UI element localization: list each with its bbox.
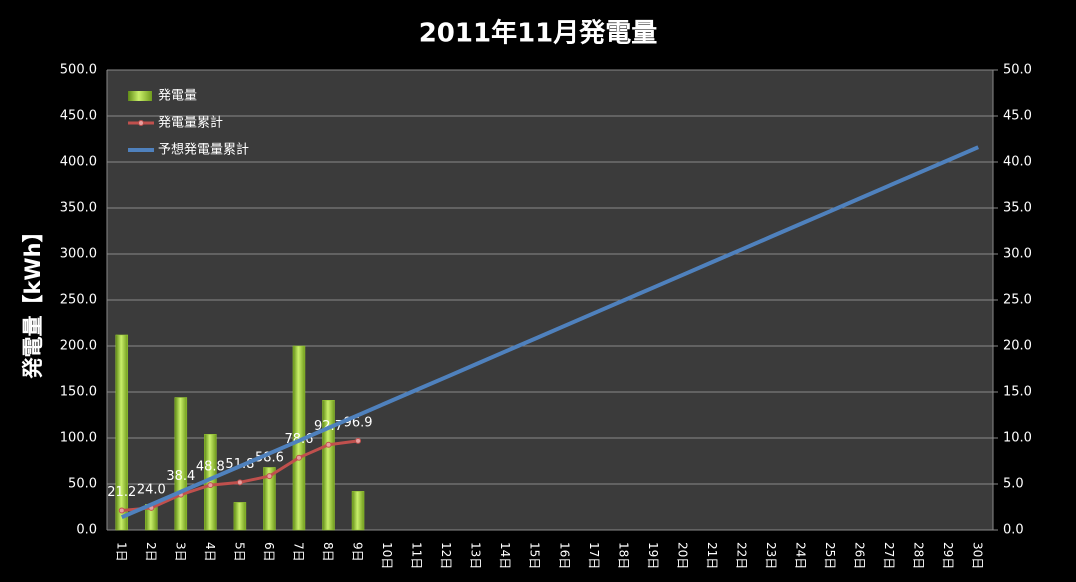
x-tick-label: 19日 [646,542,660,569]
x-tick-label: 14日 [498,542,512,569]
y-tick-label: 0.0 [76,523,97,538]
x-tick-label: 20日 [675,542,689,569]
y-tick-label: 250.0 [60,293,97,308]
x-tick-label: 13日 [469,542,483,569]
y2-tick-label: 30.0 [1003,247,1032,262]
line-marker [207,482,214,489]
x-tick-label: 9日 [351,542,365,562]
legend-swatch [128,91,152,101]
x-tick-label: 29日 [941,542,955,569]
data-label: 21.2 [107,485,136,500]
data-label: 24.0 [137,482,166,497]
x-tick-label: 6日 [262,542,276,562]
x-tick-label: 15日 [528,542,542,569]
y2-tick-label: 45.0 [1003,109,1032,124]
x-tick-label: 21日 [705,542,719,569]
data-label: 48.8 [196,460,225,475]
data-label: 58.6 [255,451,284,466]
x-tick-label: 7日 [291,542,305,562]
data-label: 38.4 [166,469,195,484]
y2-tick-label: 50.0 [1003,63,1032,78]
y-axis-title: 発電量【kWh】 [21,221,45,379]
x-tick-label: 23日 [764,542,778,569]
x-tick-label: 12日 [439,542,453,569]
x-tick-label: 10日 [380,542,394,569]
y2-tick-label: 40.0 [1003,155,1032,170]
y-tick-label: 100.0 [60,431,97,446]
y2-tick-label: 0.0 [1003,523,1024,538]
legend-label: 発電量累計 [158,115,223,131]
x-tick-label: 25日 [823,542,837,569]
x-tick-label: 5日 [232,542,246,562]
y2-tick-label: 15.0 [1003,385,1032,400]
x-tick-label: 26日 [853,542,867,569]
x-tick-label: 17日 [587,542,601,569]
y-tick-label: 450.0 [60,109,97,124]
y-tick-label: 500.0 [60,63,97,78]
y-tick-label: 300.0 [60,247,97,262]
chart-title: 2011年11月発電量 [419,18,658,49]
bar [263,467,276,531]
x-tick-label: 4日 [203,542,217,562]
y2-tick-label: 10.0 [1003,431,1032,446]
x-tick-label: 16日 [557,542,571,569]
y-tick-label: 200.0 [60,339,97,354]
y2-tick-label: 5.0 [1003,477,1024,492]
x-tick-label: 2日 [144,542,158,562]
line [120,145,980,520]
line-marker [325,441,332,448]
x-tick-label: 18日 [616,542,630,569]
y-tick-label: 350.0 [60,201,97,216]
x-tick-label: 3日 [173,542,187,562]
y-tick-label: 50.0 [68,477,97,492]
bar [174,397,188,531]
y2-tick-label: 20.0 [1003,339,1032,354]
y-tick-label: 400.0 [60,155,97,170]
y2-tick-label: 35.0 [1003,201,1032,216]
y2-tick-label: 25.0 [1003,293,1032,308]
x-tick-label: 11日 [410,542,424,569]
line-marker [295,454,302,461]
x-tick-label: 27日 [882,542,896,569]
legend-label: 発電量 [158,89,197,104]
legend-marker [138,120,144,126]
line-marker [266,473,273,480]
bar [233,502,247,531]
x-tick-label: 1日 [114,542,128,562]
bar [351,491,365,531]
x-tick-label: 8日 [321,542,335,562]
x-tick-label: 22日 [734,542,748,569]
bar [115,334,129,531]
bar [322,400,335,531]
x-tick-label: 24日 [794,542,808,569]
x-tick-label: 28日 [912,542,926,569]
x-tick-label: 30日 [971,542,985,569]
y-tick-label: 150.0 [60,385,97,400]
line-marker [118,507,125,514]
legend-label: 予想発電量累計 [158,142,249,158]
line-marker [236,479,243,486]
line-marker [355,437,362,444]
